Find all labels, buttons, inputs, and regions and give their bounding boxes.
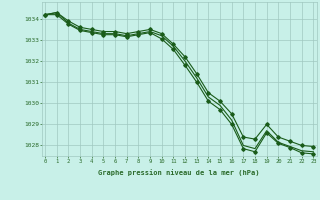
X-axis label: Graphe pression niveau de la mer (hPa): Graphe pression niveau de la mer (hPa) (99, 169, 260, 176)
